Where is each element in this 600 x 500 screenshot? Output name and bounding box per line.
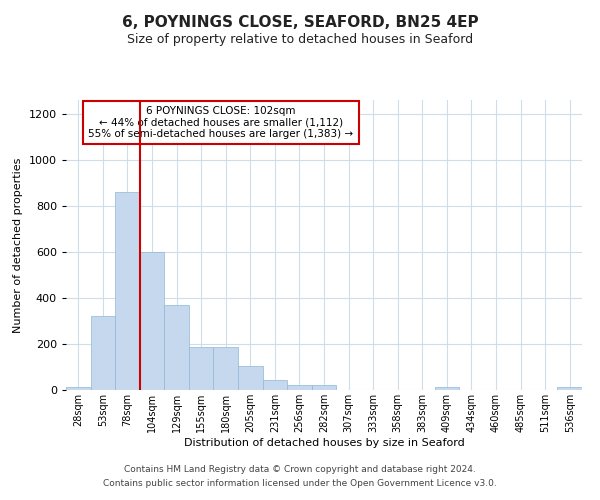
Bar [434, 387, 459, 390]
Bar [140, 252, 164, 390]
Bar [263, 380, 287, 390]
Bar [214, 348, 238, 390]
Bar [115, 192, 140, 390]
X-axis label: Distribution of detached houses by size in Seaford: Distribution of detached houses by size … [184, 438, 464, 448]
Text: 6, POYNINGS CLOSE, SEAFORD, BN25 4EP: 6, POYNINGS CLOSE, SEAFORD, BN25 4EP [122, 15, 478, 30]
Bar [66, 387, 91, 390]
Bar [91, 316, 115, 390]
Y-axis label: Number of detached properties: Number of detached properties [13, 158, 23, 332]
Bar [312, 386, 336, 390]
Bar [238, 366, 263, 390]
Bar [287, 386, 312, 390]
Text: Contains HM Land Registry data © Crown copyright and database right 2024.
Contai: Contains HM Land Registry data © Crown c… [103, 466, 497, 487]
Bar [189, 348, 214, 390]
Text: Size of property relative to detached houses in Seaford: Size of property relative to detached ho… [127, 32, 473, 46]
Bar [557, 387, 582, 390]
Text: 6 POYNINGS CLOSE: 102sqm
← 44% of detached houses are smaller (1,112)
55% of sem: 6 POYNINGS CLOSE: 102sqm ← 44% of detach… [88, 106, 353, 139]
Bar [164, 305, 189, 390]
